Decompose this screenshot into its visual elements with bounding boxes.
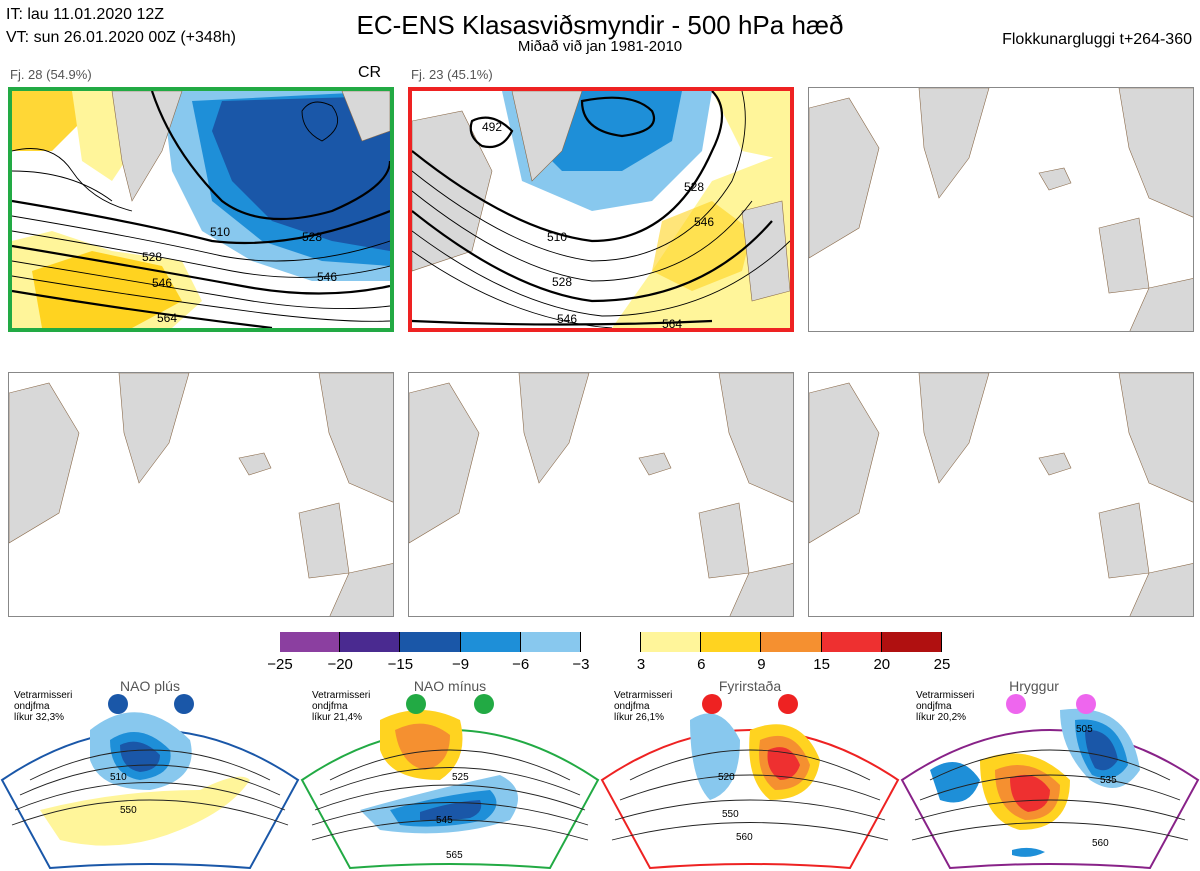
panel-2-contour-label: 510: [547, 230, 567, 244]
regime-note-line: Vetrarmisseri: [614, 690, 673, 701]
panel-2-contour-label: 546: [557, 312, 577, 326]
colorbar-swatch: [340, 632, 401, 652]
colorbar-swatch: [881, 632, 942, 652]
empty-map-panel: [808, 87, 1194, 332]
clustering-window: Flokkunargluggi t+264-360: [1002, 31, 1192, 48]
panel-1-contour-label: 546: [152, 276, 172, 290]
regime-note-line: ondjfma: [916, 701, 952, 712]
regime-blocking: Vetrarmisseri ondjfma líkur 26,1% Fyrirs…: [600, 678, 900, 870]
empty-map-panel: [808, 372, 1194, 617]
empty-map-panel: [8, 372, 394, 617]
cluster-map-2: 492 510 528 546 564 528 546: [408, 87, 794, 332]
colorbar-swatch: [280, 632, 341, 652]
regime-note-line: líkur 21,4%: [312, 712, 363, 723]
empty-map-panel: [408, 372, 794, 617]
regime-note-line: ondjfma: [312, 701, 348, 712]
regime-contour-label: 560: [736, 832, 753, 843]
regime-contour-label: 560: [1092, 838, 1109, 849]
colorbar-swatch: [641, 632, 702, 652]
panel-1-label: Fj. 28 (54.9%): [10, 67, 92, 82]
colorbar-swatch: [400, 632, 461, 652]
colorbar-tick-label: 20: [873, 656, 891, 673]
colorbar-swatch: [821, 632, 882, 652]
panel-1-contour-label: 528: [142, 250, 162, 264]
page-subtitle: Miðað við jan 1981-2010: [517, 38, 683, 55]
panel-2-label: Fj. 23 (45.1%): [411, 67, 493, 82]
regime-note-line: líkur 32,3%: [14, 712, 65, 723]
panel-2-contour-label: 528: [552, 275, 572, 289]
regime-nao-minus: Vetrarmisseri ondjfma líkur 21,4% NAO mí…: [300, 678, 600, 870]
colorbar-tick-label: 15: [813, 656, 830, 673]
colorbar-tick-label: −15: [387, 656, 414, 673]
regime-contour-label: 525: [452, 772, 469, 783]
regime-contour-label: 550: [722, 809, 739, 820]
colorbar-tick-label: 25: [933, 656, 951, 673]
colorbar-swatch: [701, 632, 762, 652]
regime-contour-label: 535: [1100, 775, 1117, 786]
panel-2-contour-label: 492: [482, 120, 502, 134]
regime-note-line: Vetrarmisseri: [312, 690, 371, 701]
panel-2-contour-label: 546: [694, 215, 714, 229]
colorbar-tick-label: −20: [327, 656, 353, 673]
colorbar-tick-label: 3: [636, 656, 646, 673]
regime-note-line: líkur 20,2%: [916, 712, 967, 723]
colorbar-swatch: [580, 632, 642, 652]
regime-title: Fyrirstaða: [718, 678, 782, 694]
valid-time: VT: sun 26.01.2020 00Z (+348h): [6, 29, 236, 46]
cluster-map-1: 510 528 546 564 528 546: [8, 87, 394, 332]
regime-contour-label: 565: [446, 850, 463, 861]
colorbar-tick-label: −9: [451, 656, 470, 673]
regime-note-line: ondjfma: [614, 701, 650, 712]
regime-contour-label: 550: [120, 805, 137, 816]
regime-note-line: Vetrarmisseri: [14, 690, 73, 701]
page-title: EC-ENS Klasasviðsmyndir - 500 hPa hæð: [356, 10, 844, 40]
colorbar-tick-label: −3: [572, 656, 590, 673]
regime-note-line: Vetrarmisseri: [916, 690, 975, 701]
panel-2-contour-label: 564: [662, 317, 682, 328]
colorbar-swatch: [761, 632, 822, 652]
regime-note-line: líkur 26,1%: [614, 712, 665, 723]
colorbar-tick-label: 6: [697, 656, 706, 673]
regime-ridge: Vetrarmisseri ondjfma líkur 20,2% Hryggu…: [900, 678, 1200, 870]
regime-contour-label: 505: [1076, 724, 1093, 735]
colorbar-tick-label: −25: [267, 656, 293, 673]
regime-contour-label: 510: [110, 772, 127, 783]
regime-note-line: ondjfma: [14, 701, 50, 712]
panel-1-contour-label: 510: [210, 225, 230, 239]
regime-contour-label: 545: [436, 815, 453, 826]
panel-1-contour-label: 528: [302, 230, 322, 244]
panel-1-contour-label: 564: [157, 311, 177, 325]
panel-2-contour-label: 528: [684, 180, 704, 194]
regime-title: Hryggur: [1009, 678, 1059, 694]
colorbar-swatch: [460, 632, 521, 652]
panel-1-contour-label: 546: [317, 270, 337, 284]
regime-nao-plus: Vetrarmisseri ondjfma líkur 32,3% NAO pl…: [0, 678, 300, 870]
regime-contour-label: 520: [718, 772, 735, 783]
init-time: IT: lau 11.01.2020 12Z: [6, 6, 165, 23]
regime-title: NAO plús: [120, 678, 180, 694]
panel-1-tag: CR: [358, 64, 382, 81]
colorbar-tick-label: −6: [512, 656, 530, 673]
colorbar-swatch: [520, 632, 581, 652]
regime-title: NAO mínus: [413, 678, 487, 694]
colorbar-tick-label: 9: [757, 656, 766, 673]
